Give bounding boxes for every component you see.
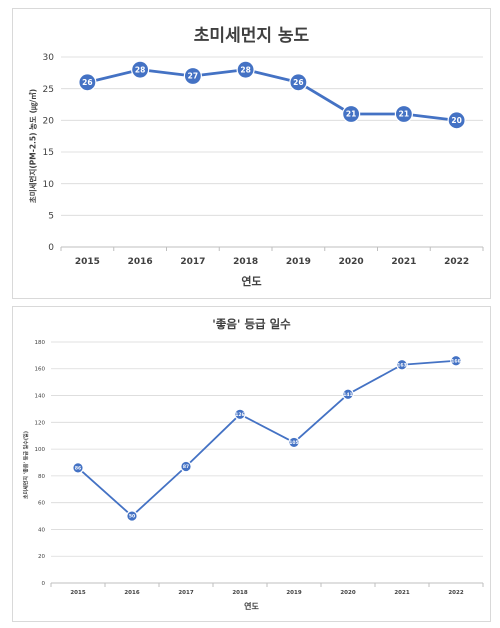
data-point xyxy=(394,104,413,124)
data-label: 26 xyxy=(293,78,303,87)
data-label: 105 xyxy=(289,440,298,446)
x-tick-label: 2021 xyxy=(391,257,416,267)
data-point xyxy=(288,436,300,449)
y-tick-label: 15 xyxy=(43,148,54,158)
y-axis-title: 초미세먼지(PM-2.5) 농도 (㎍/㎥) xyxy=(28,88,38,204)
data-label: 28 xyxy=(240,65,250,74)
x-tick-label: 2018 xyxy=(232,590,247,596)
data-point xyxy=(447,111,466,130)
data-point xyxy=(342,388,354,401)
data-label: 21 xyxy=(346,110,356,119)
x-tick-label: 2020 xyxy=(340,590,355,596)
data-label: 50 xyxy=(129,514,135,520)
y-tick-label: 0 xyxy=(48,243,54,253)
pm25-concentration-chart: 초미세먼지 농도 0 5 10 15 20 25 30 2015 2016 2017 2018 201… xyxy=(12,8,491,299)
data-point xyxy=(289,73,308,92)
data-point xyxy=(396,358,408,371)
y-tick-label: 180 xyxy=(35,340,46,346)
series-line xyxy=(77,359,457,517)
x-axis-title: 연도 xyxy=(244,602,259,611)
data-label: 141 xyxy=(343,392,352,398)
data-point xyxy=(72,462,84,474)
data-point xyxy=(78,73,97,92)
data-label: 20 xyxy=(451,116,461,125)
x-tick-label: 2022 xyxy=(448,590,463,596)
data-point xyxy=(342,104,361,124)
x-tick-label: 2015 xyxy=(75,257,100,267)
y-tick-label: 10 xyxy=(43,180,55,190)
y-tick-label: 140 xyxy=(35,393,46,399)
data-label: 126 xyxy=(235,412,244,418)
data-point xyxy=(131,60,150,79)
data-point xyxy=(180,460,192,473)
y-tick-label: 30 xyxy=(43,53,55,63)
x-tick-label: 2021 xyxy=(394,590,409,596)
data-label: 27 xyxy=(188,72,198,81)
data-label: 166 xyxy=(451,358,460,364)
x-tick-label: 2020 xyxy=(339,257,364,267)
y-tick-label: 80 xyxy=(38,474,45,480)
y-tick-label: 100 xyxy=(35,447,46,453)
data-point xyxy=(126,510,138,522)
y-tick-label: 5 xyxy=(48,211,54,221)
x-tick-label: 2016 xyxy=(128,257,153,267)
y-axis-title: 초미세먼지 '좋음' 등급 일수(일) xyxy=(23,430,30,500)
y-tick-label: 60 xyxy=(38,501,45,507)
good-days-chart: '좋음' 등급 일수 0 20 40 60 80 100 120 140 160 180 2015 2… xyxy=(12,306,491,622)
x-tick-label: 2017 xyxy=(180,257,205,267)
chart-plot-area: 0 20 40 60 80 100 120 140 160 180 2015 2016 2017 2018… xyxy=(35,340,484,596)
y-tick-label: 20 xyxy=(43,116,55,126)
data-label: 21 xyxy=(399,110,409,119)
data-label: 28 xyxy=(135,65,145,74)
x-tick-label: 2017 xyxy=(178,590,193,596)
y-tick-label: 0 xyxy=(42,581,46,587)
y-tick-label: 120 xyxy=(35,420,46,426)
data-point xyxy=(183,66,202,86)
x-tick-label: 2019 xyxy=(286,257,311,267)
data-label: 87 xyxy=(183,464,189,470)
x-tick-label: 2018 xyxy=(233,257,258,267)
y-tick-label: 25 xyxy=(43,85,54,95)
data-point xyxy=(236,60,255,79)
data-point xyxy=(234,408,246,421)
x-tick-label: 2016 xyxy=(124,590,139,596)
data-label: 163 xyxy=(397,362,406,368)
y-tick-label: 160 xyxy=(35,367,46,373)
chart-title: '좋음' 등급 일수 xyxy=(212,317,291,331)
chart-title: 초미세먼지 농도 xyxy=(193,26,310,46)
data-label: 86 xyxy=(75,465,81,471)
x-tick-label: 2015 xyxy=(70,590,85,596)
x-tick-label: 2022 xyxy=(444,257,469,267)
y-tick-label: 20 xyxy=(38,554,45,560)
data-label: 26 xyxy=(82,78,92,87)
x-axis-title: 연도 xyxy=(241,275,262,288)
x-tick-label: 2019 xyxy=(286,590,301,596)
data-point xyxy=(450,354,462,367)
y-tick-label: 40 xyxy=(38,527,45,533)
